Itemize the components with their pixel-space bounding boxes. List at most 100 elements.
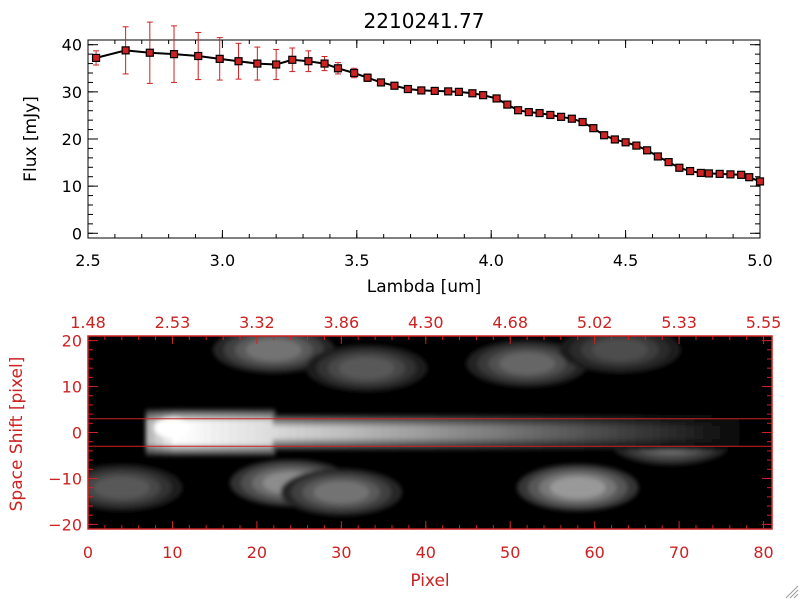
trace-segment: [500, 426, 512, 439]
image-y-tick-label: 20: [62, 332, 82, 351]
data-point: [621, 138, 630, 147]
trace-segment: [593, 426, 605, 439]
data-point: [454, 87, 464, 96]
trace-segment: [601, 426, 613, 439]
image-y-tick-label: 0: [72, 424, 82, 443]
trace-segment: [475, 426, 487, 439]
data-point: [121, 46, 130, 55]
trace-segment: [711, 426, 723, 439]
data-point: [686, 166, 695, 176]
image-features: [88, 336, 740, 516]
trace-segment: [280, 426, 292, 439]
spectral-image-plot: 0 10 20 30 40 50 60 70 80 1.48 2.53 3.32 3.86 4.30 4.6…: [7, 313, 781, 591]
top-wavelength-label: 3.86: [324, 313, 360, 332]
image-y-tick-label: −10: [48, 469, 82, 488]
top-wavelength-label: 4.30: [408, 313, 444, 332]
trace-segment: [373, 426, 385, 439]
trace-segment: [340, 426, 352, 439]
trace-segment: [703, 426, 715, 439]
data-point: [145, 48, 154, 57]
trace-segment: [660, 426, 672, 439]
trace-segment: [694, 426, 706, 439]
data-point: [194, 51, 203, 61]
trace-segment: [314, 426, 326, 439]
data-point: [350, 68, 359, 78]
data-point: [556, 112, 566, 121]
trace-segment: [297, 426, 309, 439]
trace-segment: [356, 426, 368, 439]
data-point: [578, 117, 587, 127]
trace-segment: [728, 426, 740, 439]
data-point: [492, 94, 501, 103]
data-point: [479, 91, 488, 100]
image-y-tick-label: 10: [62, 378, 82, 397]
y-axis-label: Flux [mJy]: [21, 96, 41, 182]
trace-segment: [188, 420, 200, 445]
x-tick-label: 5.0: [747, 251, 772, 270]
extraction-aperture-lines: [88, 418, 772, 447]
spectrum-axes: 2.5 3.0 3.5 4.0 4.5 5.0 0 10 20 30 40: [62, 36, 773, 270]
data-point: [272, 60, 281, 69]
trace-segment: [627, 426, 639, 439]
image-x-tick-label: 50: [500, 543, 520, 562]
x-tick-label: 3.5: [344, 251, 369, 270]
y-tick-label: 10: [62, 177, 82, 196]
trace-segment: [610, 426, 622, 439]
spectrum-markers: [91, 46, 765, 186]
trace-segment: [399, 426, 411, 439]
trace-segment: [517, 426, 529, 439]
top-wavelength-label: 3.32: [239, 313, 275, 332]
data-point: [535, 108, 544, 118]
x-tick-label: 4.0: [478, 251, 503, 270]
top-wavelength-label: 5.02: [577, 313, 613, 332]
image-x-tick-label: 70: [669, 543, 689, 562]
trace-segment: [264, 420, 276, 445]
data-point: [468, 89, 477, 98]
trace-segment: [145, 420, 157, 445]
trace-segment: [289, 426, 301, 439]
chart-title: 2210241.77: [364, 9, 485, 33]
image-x-tick-label: 40: [416, 543, 436, 562]
spectral-image: [88, 336, 740, 516]
trace-segment: [238, 420, 250, 445]
data-point: [726, 170, 735, 179]
data-point: [513, 106, 523, 115]
trace-segment: [644, 426, 656, 439]
x-tick-label: 2.5: [75, 251, 100, 270]
resize-grip-icon[interactable]: [785, 585, 799, 599]
x-tick-label: 3.0: [210, 251, 235, 270]
data-point: [599, 131, 609, 140]
data-point: [417, 86, 426, 95]
data-point: [320, 59, 329, 68]
trace-segment: [323, 426, 335, 439]
trace-segment: [382, 426, 394, 439]
trace-segment: [390, 426, 402, 439]
data-point: [755, 177, 765, 186]
noise-blob: [338, 357, 395, 380]
trace-segment: [365, 426, 377, 439]
top-wavelength-label: 5.33: [661, 313, 697, 332]
y-tick-label: 0: [72, 224, 82, 243]
data-point: [169, 50, 179, 59]
data-point: [390, 81, 399, 90]
trace-segment: [306, 426, 318, 439]
trace-segment: [230, 420, 242, 445]
trace-segment: [669, 426, 681, 439]
image-x-axis-label: Pixel: [410, 571, 449, 591]
trace-segment: [432, 426, 444, 439]
trace-segment: [652, 426, 664, 439]
trace-segment: [424, 426, 436, 439]
data-point: [403, 84, 412, 94]
image-x-tick-label: 80: [753, 543, 773, 562]
data-point: [610, 135, 619, 144]
trace-segment: [686, 426, 698, 439]
data-point: [737, 170, 746, 179]
image-x-tick-label: 0: [83, 543, 93, 562]
top-wavelength-label: 2.53: [155, 313, 191, 332]
data-point: [589, 124, 598, 133]
trace-segment: [348, 426, 360, 439]
x-tick-label: 4.5: [613, 251, 638, 270]
data-point: [745, 173, 754, 182]
data-point: [643, 146, 652, 155]
